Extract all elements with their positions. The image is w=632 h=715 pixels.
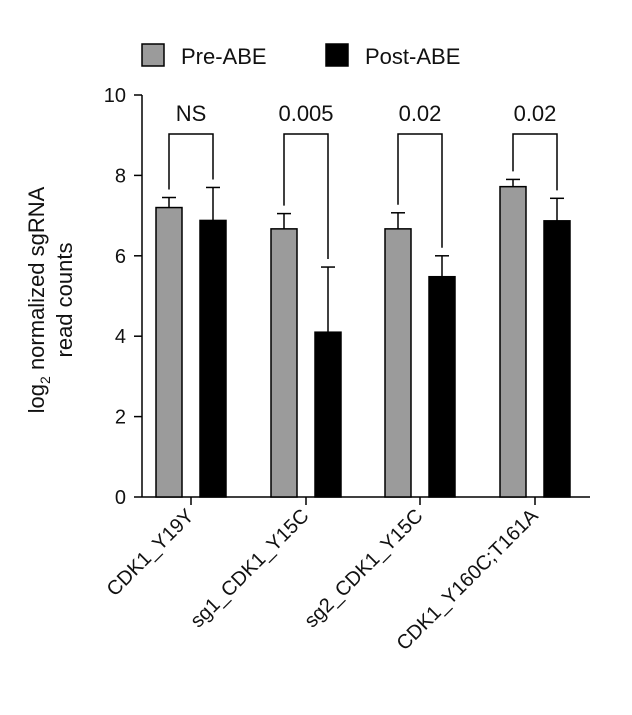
y-tick-label: 4 xyxy=(115,326,126,348)
bar-pre-abe xyxy=(499,185,527,498)
significance-brackets: NS 0.005 0.02 0.02 xyxy=(168,101,558,260)
legend-label-pre-abe: Pre-ABE xyxy=(181,44,267,69)
y-tick-label: 6 xyxy=(115,246,126,268)
error-bars xyxy=(162,178,564,333)
bar-post-abe xyxy=(199,219,227,498)
y-axis-title-rest: normalized sgRNA xyxy=(24,186,49,376)
legend: Pre-ABE Post-ABE xyxy=(141,43,460,69)
bar-post-abe xyxy=(314,331,342,498)
y-axis-title-line1: log2 normalized sgRNA xyxy=(24,186,53,413)
legend-label-post-abe: Post-ABE xyxy=(365,44,460,69)
x-category-label: sg1_CDK1_Y15C xyxy=(186,505,313,632)
significance-bracket xyxy=(512,133,558,191)
bar-pre-abe xyxy=(155,206,183,498)
y-tick-label: 2 xyxy=(115,407,126,429)
y-ticks: 0 2 4 6 8 10 xyxy=(104,85,142,509)
y-axis-title-log: log xyxy=(24,384,49,413)
y-axis-title: log2 normalized sgRNA read counts xyxy=(24,186,77,413)
significance-bracket xyxy=(168,133,214,190)
x-category-label: CDK1_Y19Y xyxy=(103,505,199,601)
legend-swatch-post-abe xyxy=(325,43,349,67)
bar-pre-abe xyxy=(384,228,412,498)
y-tick-label: 0 xyxy=(115,487,126,509)
x-category-label: sg2_CDK1_Y15C xyxy=(300,505,427,632)
y-axis-title-subscript: 2 xyxy=(37,376,53,384)
significance-bracket xyxy=(397,133,443,248)
x-category-labels: CDK1_Y19Ysg1_CDK1_Y15Csg2_CDK1_Y15CCDK1_… xyxy=(103,497,543,655)
bar-post-abe xyxy=(543,220,571,498)
bar-post-abe xyxy=(428,275,456,498)
legend-swatch-pre-abe xyxy=(141,43,165,67)
significance-label: 0.005 xyxy=(278,101,333,126)
y-tick-label: 10 xyxy=(104,85,126,107)
significance-label: NS xyxy=(176,101,207,126)
bar-pre-abe xyxy=(270,228,298,498)
significance-label: 0.02 xyxy=(399,101,442,126)
significance-label: 0.02 xyxy=(514,101,557,126)
significance-bracket xyxy=(283,133,329,260)
y-axis-title-line2: read counts xyxy=(52,243,77,358)
bars xyxy=(155,185,571,498)
y-tick-label: 8 xyxy=(115,165,126,187)
